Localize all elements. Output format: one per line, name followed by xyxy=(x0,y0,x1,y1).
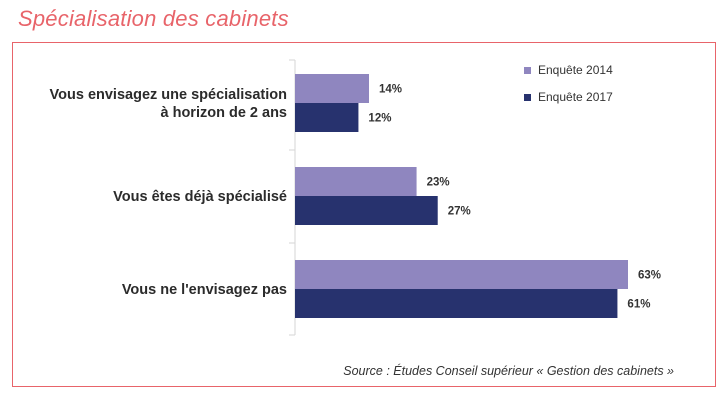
legend-label: Enquête 2017 xyxy=(538,90,613,104)
legend-label: Enquête 2014 xyxy=(538,63,613,77)
data-label: 27% xyxy=(448,206,471,218)
bar-enquête-2014 xyxy=(295,167,417,196)
bar-enquête-2014 xyxy=(295,260,628,289)
data-label: 63% xyxy=(638,270,661,282)
source-note: Source : Études Conseil supérieur « Gest… xyxy=(343,364,674,378)
category-label: Vous envisagez une spécialisation xyxy=(50,87,287,103)
bar-enquête-2014 xyxy=(295,74,369,103)
data-label: 61% xyxy=(627,299,650,311)
chart-frame xyxy=(12,42,716,387)
bar-enquête-2017 xyxy=(295,103,359,132)
bar-enquête-2017 xyxy=(295,289,618,318)
category-label: Vous êtes déjà spécialisé xyxy=(113,189,287,205)
data-label: 23% xyxy=(427,177,450,189)
legend-swatch xyxy=(524,94,531,101)
category-label: à horizon de 2 ans xyxy=(161,105,288,121)
data-label: 12% xyxy=(368,113,391,125)
page-title: Spécialisation des cabinets xyxy=(18,6,289,31)
bar-enquête-2017 xyxy=(295,196,438,225)
legend-swatch xyxy=(524,67,531,74)
data-label: 14% xyxy=(379,84,402,96)
category-label: Vous ne l'envisagez pas xyxy=(122,282,287,298)
